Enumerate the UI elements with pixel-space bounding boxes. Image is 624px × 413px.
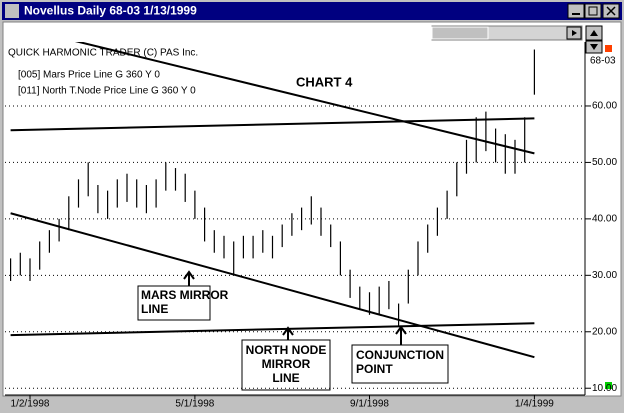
legend-entry: [005] Mars Price Line G 360 Y 0	[18, 70, 160, 81]
arrow-icon	[590, 44, 598, 50]
legend-entry: [011] North T.Node Price Line G 360 Y 0	[18, 86, 196, 97]
trend-line	[10, 117, 535, 132]
y-tick-label: 50.00	[592, 157, 617, 168]
x-tick-label: 1/4/1999	[515, 399, 554, 410]
annotation-box	[351, 344, 449, 384]
scroll-thumb[interactable]	[431, 26, 489, 40]
chart-header: QUICK HARMONIC TRADER (C) PAS Inc.	[8, 48, 198, 59]
annotation-text: LINE	[272, 371, 299, 385]
annotation-text: MIRROR	[262, 357, 311, 371]
annotation-text: CONJUNCTION	[356, 348, 444, 362]
close-icon	[606, 6, 616, 16]
annotation-box	[137, 285, 211, 321]
chart-label: CHART 4	[296, 74, 353, 89]
title-bar	[2, 2, 622, 20]
y-tick-label: 10.00	[592, 383, 617, 394]
arrow-icon	[572, 30, 577, 36]
symbol-label: 68-03	[590, 56, 616, 67]
window-buttons	[567, 3, 620, 19]
status-marker	[605, 382, 612, 389]
arrow-head	[183, 270, 195, 280]
status-marker	[605, 45, 612, 52]
y-tick-label: 60.00	[592, 101, 617, 112]
annotation-box	[241, 339, 331, 391]
x-tick-label: 1/2/1998	[11, 399, 50, 410]
annotation-text: LINE	[141, 302, 168, 316]
app-icon	[5, 4, 19, 18]
y-tick-label: 20.00	[592, 326, 617, 337]
x-tick-label: 9/1/1998	[350, 399, 389, 410]
annotation-text: MARS MIRROR	[141, 288, 229, 302]
maximize-button[interactable]	[584, 3, 602, 19]
y-tick-label: 40.00	[592, 214, 617, 225]
trend-line	[74, 42, 535, 155]
annotation-text: NORTH NODE	[246, 343, 327, 357]
plot	[10, 42, 536, 359]
y-tick-label: 30.00	[592, 270, 617, 281]
annotation-text: POINT	[356, 362, 393, 376]
minimize-button[interactable]	[567, 3, 585, 19]
arrow-icon	[590, 30, 598, 36]
maximize-icon	[588, 6, 598, 16]
annotation-boxes	[137, 270, 449, 391]
x-tick-label: 5/1/1998	[175, 399, 214, 410]
scrollbar	[431, 25, 603, 54]
trend-line	[10, 212, 535, 359]
trend-line	[10, 322, 535, 337]
window-title: Novellus Daily 68-03 1/13/1999	[24, 4, 197, 18]
